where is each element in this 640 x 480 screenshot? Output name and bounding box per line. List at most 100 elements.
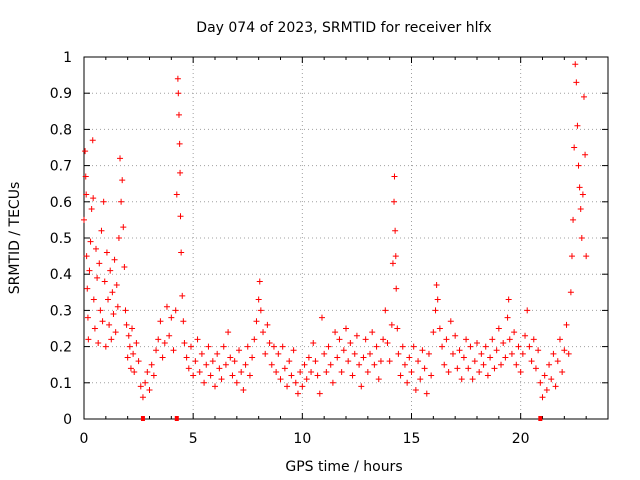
data-point (118, 198, 125, 205)
data-point (434, 296, 441, 303)
y-axis-label: SRMTID / TECUs (7, 182, 23, 295)
data-point (173, 191, 180, 198)
data-point (340, 347, 347, 354)
data-point (392, 227, 399, 234)
data-point (338, 368, 345, 375)
data-point (187, 343, 194, 350)
data-point (353, 332, 360, 339)
data-point (176, 140, 183, 147)
data-point (203, 361, 210, 368)
data-point (404, 379, 411, 386)
data-point (123, 321, 130, 328)
data-point (83, 191, 90, 198)
gap-marker (140, 416, 145, 421)
data-point (323, 368, 330, 375)
data-point (124, 354, 131, 361)
data-point (262, 350, 269, 357)
data-point (279, 343, 286, 350)
gap-marker (538, 416, 543, 421)
data-point (129, 325, 136, 332)
data-points (81, 61, 590, 401)
y-tick-label: 0.9 (50, 86, 72, 102)
data-point (312, 358, 319, 365)
data-point (360, 354, 367, 361)
data-point (192, 358, 199, 365)
data-point (246, 372, 253, 379)
data-point (417, 376, 424, 383)
data-point (114, 303, 121, 310)
data-point (83, 253, 90, 260)
data-point (97, 307, 104, 314)
data-point (476, 368, 483, 375)
data-point (266, 339, 273, 346)
data-point (257, 307, 264, 314)
data-point (91, 325, 98, 332)
data-point (573, 79, 580, 86)
data-point (321, 350, 328, 357)
data-point (329, 379, 336, 386)
data-point (242, 361, 249, 368)
data-point (583, 253, 590, 260)
data-point (467, 343, 474, 350)
data-point (519, 350, 526, 357)
data-point (445, 368, 452, 375)
data-point (142, 379, 149, 386)
data-point (367, 350, 374, 357)
data-point (196, 368, 203, 375)
data-point (401, 361, 408, 368)
data-point (216, 365, 223, 372)
data-point (270, 343, 277, 350)
data-point (273, 368, 280, 375)
data-point (120, 224, 127, 231)
data-point (391, 198, 398, 205)
data-point (358, 383, 365, 390)
data-point (297, 368, 304, 375)
data-point (244, 343, 251, 350)
data-point (578, 235, 585, 241)
data-point (334, 354, 341, 361)
data-point (430, 329, 437, 336)
data-point (112, 329, 119, 336)
data-point (356, 361, 363, 368)
data-point (463, 336, 470, 343)
data-point (174, 75, 181, 82)
data-point (135, 358, 142, 365)
data-point (131, 368, 138, 375)
data-point (343, 325, 349, 332)
data-point (556, 336, 563, 343)
data-point (474, 339, 480, 346)
data-point (332, 329, 339, 336)
x-axis-label: GPS time / hours (285, 459, 402, 475)
data-point (146, 387, 153, 394)
data-point (222, 361, 229, 368)
data-point (236, 347, 243, 354)
data-point (181, 339, 188, 346)
data-point (369, 329, 376, 336)
data-point (205, 343, 212, 350)
data-point (384, 339, 391, 346)
data-point (260, 329, 267, 336)
data-point (96, 260, 103, 267)
data-point (391, 173, 398, 180)
data-point (484, 372, 491, 379)
data-point (575, 162, 582, 169)
data-point (345, 358, 352, 365)
data-point (117, 155, 124, 162)
data-point (394, 325, 401, 332)
data-point (380, 336, 387, 343)
data-point (506, 336, 513, 343)
data-point (101, 278, 108, 285)
data-point (502, 354, 509, 361)
x-tick-label: 5 (189, 431, 198, 447)
data-point (388, 321, 395, 328)
data-point (410, 343, 417, 350)
data-point (301, 361, 308, 368)
data-point (288, 372, 295, 379)
data-point (537, 379, 544, 386)
data-point (249, 354, 256, 361)
data-point (458, 376, 465, 383)
data-point (541, 372, 548, 379)
x-tick-label: 20 (512, 431, 530, 447)
data-point (218, 376, 225, 383)
